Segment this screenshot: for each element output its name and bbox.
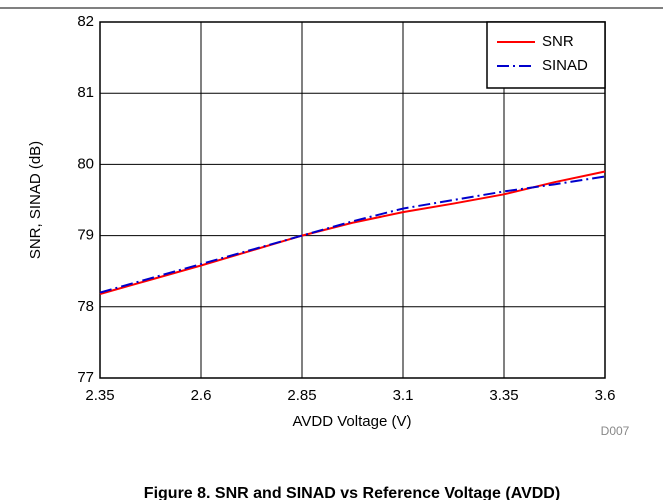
plot-frame	[99, 21, 606, 379]
caption: Figure 8. SNR and SINAD vs Reference Vol…	[144, 485, 560, 500]
legend-label: SINAD	[542, 57, 588, 74]
x-tick-label: 3.6	[595, 387, 616, 404]
x-tick-label: 2.6	[191, 387, 212, 404]
legend-label: SNR	[542, 33, 574, 50]
y-axis-label: SNR, SINAD (dB)	[27, 141, 44, 259]
x-tick-label: 2.35	[85, 387, 114, 404]
y-tick-label: 79	[77, 227, 94, 244]
y-tick-label: 81	[77, 84, 94, 101]
series-line	[99, 175, 606, 294]
y-tick-label: 78	[77, 298, 94, 315]
y-tick-label: 80	[77, 155, 94, 172]
x-axis-label: AVDD Voltage (V)	[293, 413, 412, 430]
x-tick-label: 3.1	[393, 387, 414, 404]
legend-box	[486, 21, 606, 89]
x-tick-label: 2.85	[287, 387, 316, 404]
y-tick-label: 82	[77, 13, 94, 30]
figure-id: D007	[601, 424, 630, 438]
y-tick-label: 77	[77, 369, 94, 386]
series-line	[99, 170, 606, 295]
x-tick-label: 3.35	[489, 387, 518, 404]
